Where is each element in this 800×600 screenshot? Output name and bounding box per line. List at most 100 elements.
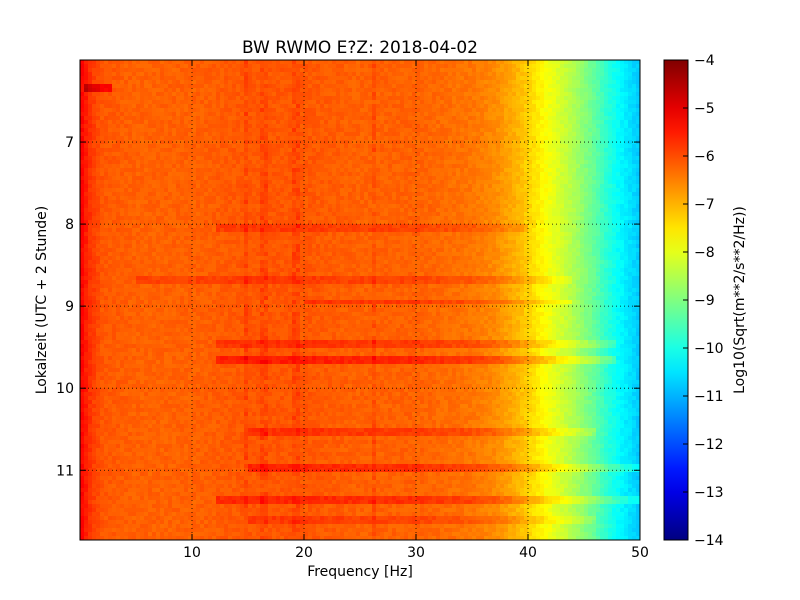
heatmap-cell (368, 72, 373, 77)
heatmap-cell (164, 152, 169, 157)
heatmap-cell (548, 68, 553, 73)
heatmap-cell (316, 172, 321, 177)
heatmap-cell (480, 136, 485, 141)
heatmap-cell (504, 96, 509, 101)
heatmap-cell (544, 84, 549, 89)
heatmap-cell (124, 148, 129, 153)
heatmap-cell (276, 140, 281, 145)
heatmap-cell (100, 104, 105, 109)
heatmap-cell (596, 156, 601, 161)
heatmap-cell (340, 136, 345, 141)
heatmap-cell (144, 172, 149, 177)
heatmap-cell (192, 192, 197, 197)
heatmap-cell (112, 88, 117, 93)
heatmap-cell (100, 132, 105, 137)
heatmap-cell (304, 148, 309, 153)
heatmap-cell (244, 180, 249, 185)
heatmap-cell (168, 60, 173, 65)
heatmap-cell (232, 120, 237, 125)
heatmap-cell (552, 172, 557, 177)
heatmap-cell (332, 200, 337, 205)
heatmap-cell (612, 180, 617, 185)
heatmap-cell (268, 176, 273, 181)
heatmap-cell (108, 128, 113, 133)
heatmap-cell (468, 108, 473, 113)
heatmap-cell (260, 132, 265, 137)
heatmap-cell (624, 120, 629, 125)
heatmap-cell (608, 140, 613, 145)
heatmap-cell (236, 120, 241, 125)
heatmap-cell (208, 128, 213, 133)
heatmap-cell (488, 164, 493, 169)
heatmap-cell (252, 164, 257, 169)
heatmap-cell (284, 184, 289, 189)
heatmap-cell (108, 96, 113, 101)
heatmap-cell (296, 144, 301, 149)
heatmap-cell (308, 92, 313, 97)
heatmap-cell (488, 108, 493, 113)
heatmap-cell (260, 168, 265, 173)
heatmap-cell (464, 96, 469, 101)
heatmap-cell (276, 136, 281, 141)
heatmap-cell (440, 96, 445, 101)
heatmap-cell (460, 68, 465, 73)
heatmap-cell (340, 200, 345, 205)
heatmap-cell (556, 88, 561, 93)
heatmap-cell (200, 108, 205, 113)
heatmap-cell (144, 160, 149, 165)
heatmap-cell (508, 60, 513, 65)
heatmap-cell (464, 128, 469, 133)
heatmap-cell (492, 108, 497, 113)
heatmap-cell (592, 76, 597, 81)
heatmap-cell (296, 164, 301, 169)
heatmap-cell (84, 68, 89, 73)
heatmap-cell (596, 168, 601, 173)
heatmap-cell (328, 136, 333, 141)
heatmap-cell (544, 68, 549, 73)
heatmap-cell (348, 120, 353, 125)
heatmap-cell (468, 124, 473, 129)
heatmap-cell (580, 124, 585, 129)
heatmap-cell (456, 132, 461, 137)
heatmap-cell (452, 80, 457, 85)
heatmap-cell (88, 92, 93, 97)
heatmap-cell (472, 132, 477, 137)
heatmap-cell (548, 84, 553, 89)
heatmap-cell (120, 196, 125, 201)
heatmap-cell (96, 180, 101, 185)
heatmap-cell (600, 108, 605, 113)
heatmap-cell (116, 112, 121, 117)
heatmap-cell (320, 96, 325, 101)
heatmap-cell (180, 96, 185, 101)
heatmap-cell (136, 140, 141, 145)
heatmap-cell (560, 144, 565, 149)
heatmap-cell (328, 152, 333, 157)
heatmap-cell (636, 152, 640, 157)
heatmap-cell (336, 184, 341, 189)
heatmap-cell (236, 200, 241, 205)
heatmap-cell (608, 160, 613, 165)
heatmap-cell (532, 68, 537, 73)
heatmap-cell (340, 168, 345, 173)
heatmap-cell (328, 132, 333, 137)
heatmap-cell (420, 84, 425, 89)
heatmap-cell (384, 72, 389, 77)
heatmap-cell (176, 84, 181, 89)
heatmap-cell (256, 88, 261, 93)
heatmap-cell (512, 76, 517, 81)
heatmap-cell (596, 80, 601, 85)
heatmap-cell (240, 136, 245, 141)
heatmap-cell (268, 108, 273, 113)
heatmap-cell (528, 132, 533, 137)
heatmap-cell (136, 88, 141, 93)
heatmap-cell (212, 160, 217, 165)
heatmap-cell (568, 120, 573, 125)
heatmap-cell (116, 180, 121, 185)
heatmap-cell (580, 88, 585, 93)
heatmap-cell (432, 176, 437, 181)
heatmap-cell (292, 112, 297, 117)
heatmap-cell (244, 116, 249, 121)
heatmap-cell (412, 168, 417, 173)
heatmap-cell (344, 168, 349, 173)
heatmap-cell (180, 124, 185, 129)
